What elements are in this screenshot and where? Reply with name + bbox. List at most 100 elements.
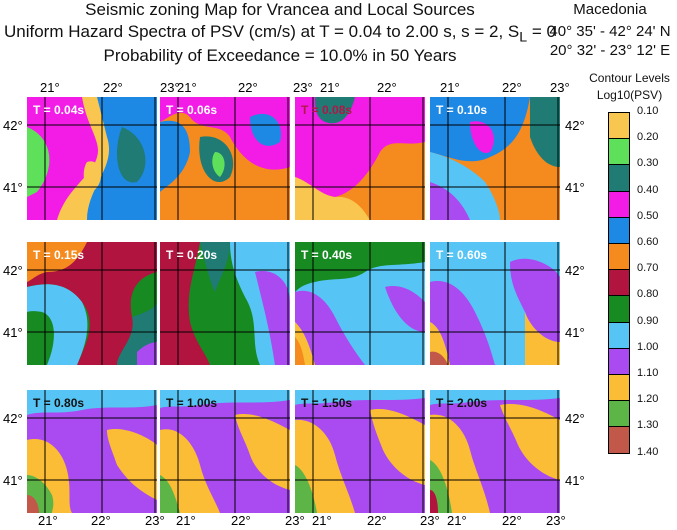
lat-tick-left: 41° [3, 473, 23, 488]
contour-region [27, 242, 157, 365]
lon-tick-bottom: 23° [285, 513, 305, 528]
legend-label: 1.10 [637, 367, 659, 379]
legend-swatch [608, 400, 630, 429]
legend-swatch [608, 347, 630, 376]
period-label: T = 1.00s [166, 396, 217, 410]
contour-region [27, 127, 50, 197]
map-panel [160, 390, 290, 513]
lon-tick-top: 21° [320, 80, 340, 95]
lon-tick-bottom: 21° [176, 513, 196, 528]
legend-label: 0.50 [637, 209, 659, 222]
legend-swatch [608, 112, 630, 140]
contour-region [107, 428, 157, 500]
contour-region [27, 390, 157, 415]
lat-tick-right: 41° [565, 473, 585, 488]
contour-region [470, 121, 494, 153]
lon-tick-top: 21° [177, 80, 197, 95]
contour-region [295, 337, 305, 365]
legend-label: 0.10 [637, 105, 659, 117]
lon-tick-top: 23° [160, 80, 180, 95]
legend-swatch [608, 164, 630, 193]
contour-region [212, 152, 225, 177]
lon-tick-bottom: 21° [447, 513, 467, 528]
lon-tick-bottom: 23° [546, 513, 566, 528]
lon-tick-bottom: 23° [420, 513, 440, 528]
contour-region [160, 475, 180, 513]
legend-title: Contour Levels [589, 71, 670, 85]
lon-tick-bottom: 22° [91, 513, 111, 528]
contour-region [430, 490, 438, 513]
period-label: T = 0.15s [33, 248, 84, 262]
lon-tick-bottom: 21° [312, 513, 332, 528]
contour-region [255, 271, 290, 365]
legend-label: 0.20 [637, 131, 659, 144]
contour-region [530, 97, 560, 167]
period-label: T = 1.50s [301, 396, 352, 410]
lat-tick-left: 42° [3, 411, 23, 426]
region-longitude: 20° 32' - 23° 12' E [549, 42, 671, 59]
lon-tick-top: 21° [40, 80, 60, 95]
probability-line: Probability of Exceedance = 10.0% in 50 … [103, 46, 457, 65]
legend-label: 0.40 [637, 183, 659, 196]
contour-region [200, 242, 230, 292]
map-panel [430, 242, 560, 365]
region-latitude: 40° 35' - 42° 24' N [549, 23, 671, 40]
map-title: Seismic zoning Map for Vrancea and Local… [85, 0, 475, 19]
map-subtitle: Uniform Hazard Spectra of PSV (cm/s) at … [4, 22, 556, 46]
contour-region [235, 413, 290, 490]
period-label: T = 0.08s [301, 103, 352, 117]
lat-tick-left: 42° [3, 263, 23, 278]
lat-tick-right: 41° [565, 325, 585, 340]
lon-tick-bottom: 22° [231, 513, 251, 528]
lon-tick-bottom: 22° [502, 513, 522, 528]
lon-tick-top: 22° [377, 80, 397, 95]
contour-region [160, 429, 220, 513]
lon-tick-top: 22° [502, 80, 522, 95]
period-label: T = 0.40s [301, 248, 352, 262]
period-label: T = 0.80s [33, 396, 84, 410]
legend-label: 1.40 [637, 445, 659, 458]
contour-region [137, 342, 157, 365]
lat-tick-right: 42° [565, 118, 585, 133]
contour-region [27, 284, 88, 365]
lon-tick-top: 22° [238, 80, 258, 95]
period-label: T = 2.00s [436, 396, 487, 410]
legend-label: 1.30 [637, 419, 659, 432]
contour-region [430, 182, 470, 220]
contour-region [117, 127, 146, 183]
contour-region [325, 133, 361, 177]
map-panel [27, 390, 157, 513]
contour-region [27, 242, 87, 282]
legend-label: 0.90 [637, 314, 659, 327]
lon-tick-top: 23° [550, 80, 570, 95]
contour-region [27, 495, 39, 513]
legend-label: 1.20 [637, 393, 659, 406]
legend-swatch [608, 190, 630, 219]
legend-label: 0.70 [637, 262, 659, 275]
legend-swatch [608, 138, 630, 167]
legend-swatch [608, 374, 630, 402]
lon-tick-top: 23° [293, 80, 313, 95]
legend-label: 0.60 [637, 236, 659, 248]
legend-swatch [608, 426, 630, 455]
period-label: T = 0.04s [33, 103, 84, 117]
contour-region [510, 258, 560, 342]
map-panel [430, 390, 560, 513]
contour-region [525, 312, 560, 365]
lon-tick-bottom: 21° [38, 513, 58, 528]
lon-tick-top: 21° [440, 80, 460, 95]
contour-region [295, 177, 370, 220]
contour-region [295, 242, 425, 292]
legend-swatch [608, 269, 630, 298]
contour-region [430, 351, 448, 365]
map-panel [160, 97, 290, 220]
lat-tick-left: 41° [3, 325, 23, 340]
contour-region [430, 390, 560, 405]
lat-tick-left: 41° [3, 180, 23, 195]
contour-region [160, 242, 210, 365]
map-panel [430, 97, 560, 220]
contour-region [295, 390, 425, 405]
lat-tick-right: 42° [565, 411, 585, 426]
map-panel [295, 242, 425, 365]
contour-region [315, 97, 355, 124]
